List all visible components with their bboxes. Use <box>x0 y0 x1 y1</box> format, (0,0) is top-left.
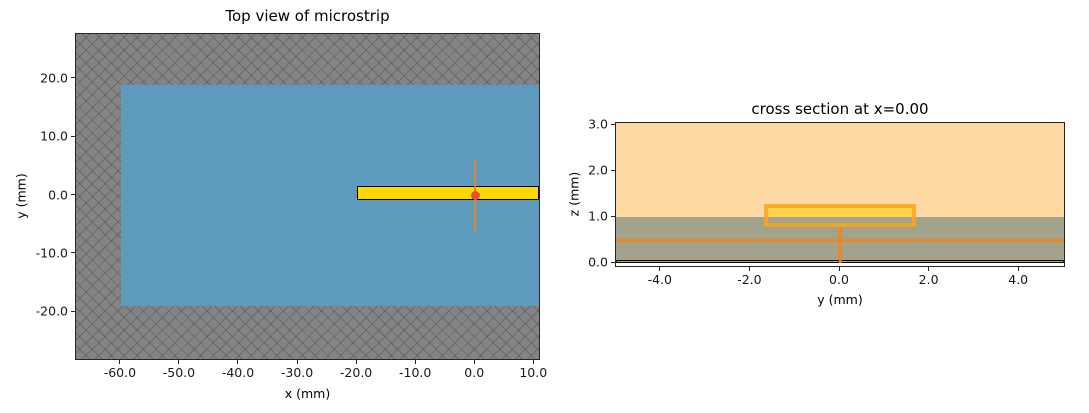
x-tick-label: 2.0 <box>918 272 939 287</box>
x-tick-label: -60.0 <box>103 365 137 380</box>
port-feed-line <box>838 227 842 264</box>
top-view-title: Top view of microstrip <box>225 7 390 25</box>
cross-section-xaxis-label: y (mm) <box>817 292 863 307</box>
y-tick-label: 1.0 <box>588 208 608 224</box>
y-tick-label: 3.0 <box>588 116 608 132</box>
y-tick-mark <box>71 77 75 79</box>
top-view-plot-area <box>75 33 540 360</box>
x-tick-label: -4.0 <box>647 272 672 287</box>
port-outline <box>763 204 917 228</box>
y-tick-mark <box>611 215 615 217</box>
x-tick-mark <box>178 360 180 364</box>
x-tick-mark <box>659 267 661 271</box>
y-tick-mark <box>71 194 75 196</box>
y-tick-label: -20.0 <box>35 303 68 319</box>
x-tick-label: -20.0 <box>339 365 373 380</box>
y-tick-label: 2.0 <box>588 162 608 178</box>
y-tick-label: 10.0 <box>40 128 68 144</box>
x-tick-mark <box>928 267 930 271</box>
port-marker-point <box>470 191 480 201</box>
y-tick-mark <box>71 310 75 312</box>
y-tick-label: 0.0 <box>48 187 68 203</box>
x-tick-mark <box>237 360 239 364</box>
y-tick-mark <box>611 261 615 263</box>
y-tick-mark <box>611 123 615 125</box>
microstrip-trace <box>357 185 539 200</box>
x-tick-label: -50.0 <box>162 365 196 380</box>
x-tick-label: -2.0 <box>737 272 762 287</box>
y-tick-mark <box>611 169 615 171</box>
x-tick-mark <box>473 360 475 364</box>
x-tick-mark <box>119 360 121 364</box>
cross-section-title: cross section at x=0.00 <box>751 100 929 118</box>
top-view-xaxis-label: x (mm) <box>284 386 331 401</box>
y-tick-label: -10.0 <box>35 245 68 261</box>
x-tick-mark <box>838 267 840 271</box>
x-tick-label: 0.0 <box>829 272 849 287</box>
x-tick-label: 4.0 <box>1008 272 1029 287</box>
x-tick-mark <box>414 360 416 364</box>
top-view-yaxis-label: y (mm) <box>13 173 29 219</box>
cross-section-yaxis-label: z (mm) <box>566 171 582 217</box>
cross-section-plot: -4.0 -2.0 0.0 2.0 4.0 3.0 2.0 1.0 0.0 <box>588 117 1065 287</box>
x-tick-mark <box>296 360 298 364</box>
x-tick-label: -40.0 <box>221 365 255 380</box>
x-tick-label: 10.0 <box>519 365 548 380</box>
x-tick-label: -30.0 <box>280 365 314 380</box>
x-tick-mark <box>355 360 357 364</box>
x-tick-mark <box>748 267 750 271</box>
y-tick-label: 20.0 <box>40 70 68 86</box>
y-tick-mark <box>71 252 75 254</box>
cross-section-plot-area <box>615 122 1065 267</box>
top-view-plot: -60.0 -50.0 -40.0 -30.0 -20.0 -10.0 0.0 10.0 20.… <box>36 33 547 380</box>
y-tick-mark <box>71 135 75 137</box>
y-tick-label: 0.0 <box>588 254 608 270</box>
x-tick-mark <box>1017 267 1019 271</box>
x-tick-label: 0.0 <box>464 365 485 380</box>
x-tick-label: -10.0 <box>398 365 432 380</box>
x-tick-mark <box>532 360 534 364</box>
